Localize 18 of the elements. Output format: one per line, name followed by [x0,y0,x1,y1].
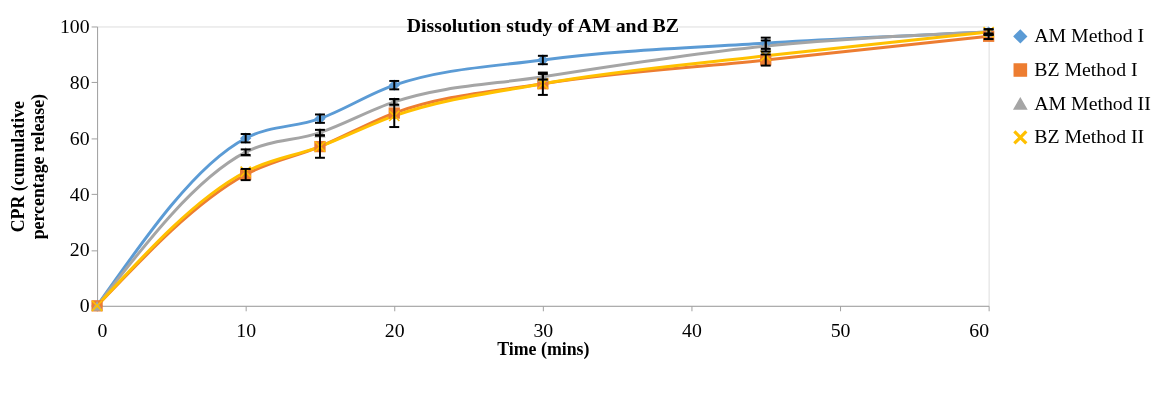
x-tick-label: 40 [682,319,702,342]
y-tick-label: 60 [69,126,90,149]
y-axis-title: CPR (cumulative percentage release) [8,93,50,240]
y-tick-label: 20 [69,238,90,261]
x-tick-label: 20 [384,319,405,342]
x-tick-label: 50 [830,319,851,342]
chart-title: Dissolution study of AM and BZ [406,14,680,37]
legend-label: AM Method I [1034,24,1145,47]
legend-label: AM Method II [1034,91,1151,114]
legend-label: BZ Method II [1034,125,1145,148]
y-tick-label: 0 [79,294,90,317]
x-tick-label: 60 [969,319,990,342]
y-tick-label: 40 [69,182,90,205]
y-tick-label: 80 [69,70,90,93]
x-tick-label: 10 [236,319,257,342]
legend-label: BZ Method I [1034,58,1138,81]
y-tick-label: 100 [59,14,90,37]
x-tick-label: 0 [97,319,108,342]
